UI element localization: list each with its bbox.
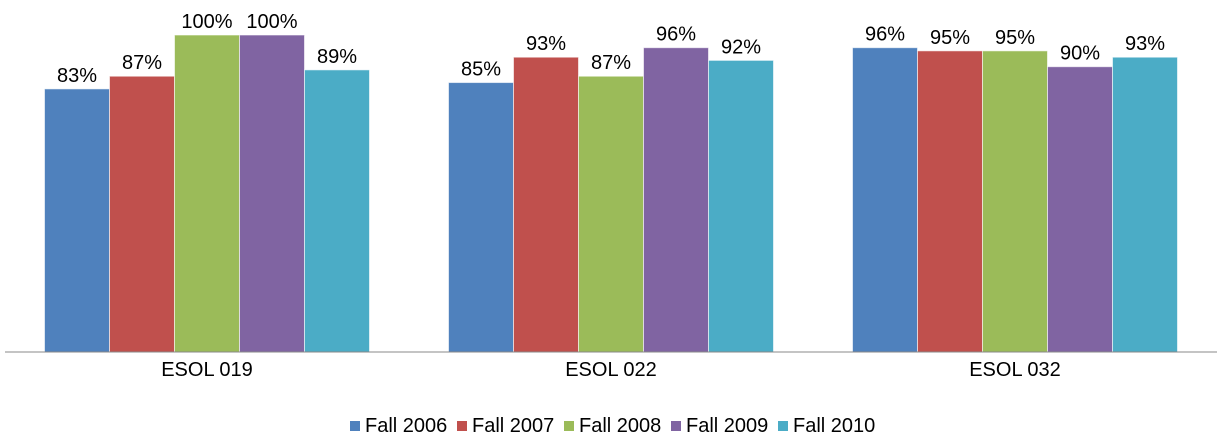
data-label: 95% <box>930 27 970 49</box>
data-label: 90% <box>1060 43 1100 65</box>
bar <box>578 75 644 353</box>
bar <box>982 50 1048 353</box>
data-label: 87% <box>591 52 631 74</box>
legend-swatch <box>671 421 681 431</box>
legend-swatch <box>564 421 574 431</box>
data-label: 100% <box>246 11 297 33</box>
x-tick-label: ESOL 019 <box>161 359 253 381</box>
legend-label: Fall 2008 <box>579 415 661 437</box>
data-label: 95% <box>995 27 1035 49</box>
bar <box>174 34 240 353</box>
data-label: 89% <box>317 46 357 68</box>
legend-label: Fall 2007 <box>472 415 554 437</box>
bar <box>643 47 709 353</box>
data-label: 93% <box>1125 33 1165 55</box>
data-label: 85% <box>461 59 501 81</box>
bar <box>917 50 983 353</box>
data-label: 96% <box>865 24 905 46</box>
x-tick-label: ESOL 022 <box>565 359 657 381</box>
data-label: 87% <box>122 52 162 74</box>
data-label: 83% <box>57 65 97 87</box>
legend-label: Fall 2010 <box>793 415 875 437</box>
data-label: 92% <box>721 36 761 58</box>
bar <box>852 47 918 353</box>
legend-swatch <box>778 421 788 431</box>
bar <box>448 82 514 353</box>
bar <box>239 34 305 353</box>
data-label: 93% <box>526 33 566 55</box>
legend-label: Fall 2009 <box>686 415 768 437</box>
data-label: 96% <box>656 24 696 46</box>
bar <box>708 59 774 353</box>
legend-label: Fall 2006 <box>365 415 447 437</box>
data-label: 100% <box>181 11 232 33</box>
legend-swatch <box>350 421 360 431</box>
legend-swatch <box>457 421 467 431</box>
bar <box>109 75 175 353</box>
bar <box>1047 66 1113 353</box>
x-tick-label: ESOL 032 <box>969 359 1061 381</box>
bar <box>1112 56 1178 353</box>
bar <box>304 69 370 353</box>
bar <box>513 56 579 353</box>
bar <box>44 88 110 353</box>
